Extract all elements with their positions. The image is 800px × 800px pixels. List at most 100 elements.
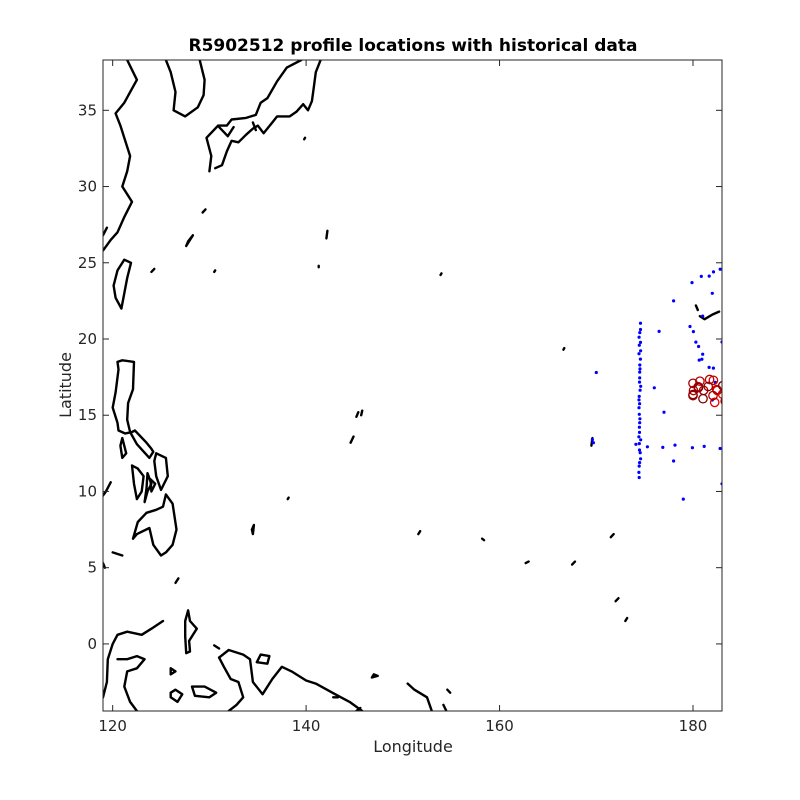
coastline [116,654,146,711]
y-tick-label: 25 [78,254,97,272]
historical-profile-point [591,441,596,445]
historical-profile-point [637,442,641,446]
historical-profile-point [638,388,642,392]
coastline [119,436,128,460]
y-tick-label: 15 [78,406,97,424]
historical-profile-point [718,267,722,271]
coastline [217,648,364,711]
coastline [286,496,290,501]
coastline [169,667,177,676]
historical-profile-point [638,451,642,455]
historical-profile-point [652,386,656,390]
coastline [213,644,221,650]
coastline [417,529,422,536]
historical-profile-point [694,340,698,344]
historical-profile-point [638,340,643,344]
historical-profile-point [661,445,665,449]
historical-profile-point [637,343,641,347]
coastline [446,688,452,694]
historical-profile-point [637,448,642,452]
historical-profile-point [662,410,666,414]
historical-profile-point [637,412,641,416]
historical-profile-point [657,329,661,333]
coastline [217,125,235,138]
coastline [439,272,443,277]
historical-profile-point [701,314,705,318]
historical-profile-point [699,274,703,278]
coastline [442,703,448,711]
coastline [103,481,112,498]
historical-profile-point [637,425,642,429]
historical-profile-point [711,366,716,370]
historical-profile-point [688,324,692,329]
historical-profile-point [638,461,642,465]
coastline [174,577,180,585]
float-profile-marker [693,382,704,393]
coastline [201,208,207,214]
x-tick-label: 140 [292,717,321,735]
coastline [360,409,364,417]
historical-profile-point [672,459,676,463]
coastline [250,523,256,536]
coastline [251,121,257,132]
y-tick-label: 30 [78,178,97,196]
historical-profile-point [637,430,642,434]
x-axis: 120 140 160 180 [98,60,707,735]
coastline [698,310,721,321]
historical-profile-point [637,470,641,474]
coastline [184,609,198,655]
float-profile-marker [695,376,705,387]
historical-profile-point [634,442,638,446]
coastline [150,267,156,274]
historical-data-layer [590,267,722,501]
historical-profile-point [637,394,641,398]
coastline [694,304,699,312]
historical-profile-point [638,363,642,367]
coastline [103,619,165,699]
y-axis-label: Latitude [56,352,75,418]
coastline [164,60,206,118]
y-tick-label: 35 [78,101,97,119]
x-tick-label: 160 [485,717,514,735]
historical-profile-point [639,384,643,388]
historical-profile-point [638,331,642,335]
historical-profile-point [590,438,595,442]
historical-profile-point [697,344,701,349]
historical-profile-point [638,376,642,380]
float-profile-marker [708,390,718,401]
float-profile-marker [688,389,698,400]
historical-profile-point [718,446,722,451]
coastline [213,269,217,274]
historical-profile-point [707,274,711,278]
historical-profile-point [681,497,685,501]
coastline [370,673,379,679]
coastline [624,616,629,623]
historical-profile-point [594,370,598,375]
historical-profile-point [673,443,677,447]
coastline [562,346,566,351]
coastline [609,532,615,539]
historical-profile-point [638,417,642,421]
float-profile-marker [708,375,719,386]
historical-profile-point [690,281,694,285]
historical-profile-point [672,299,676,303]
historical-profile-point [637,352,641,356]
coastline [112,258,133,310]
historical-profile-point [637,398,641,402]
float-profile-marker [709,397,720,408]
coastline [205,60,303,173]
historical-profile-point [638,321,643,325]
coastline [103,60,139,252]
coastline [185,234,195,248]
historical-profile-point [638,421,642,425]
historical-profile-point [710,291,714,295]
x-axis-label: Longitude [373,737,453,756]
coastline [355,411,360,418]
y-tick-label: 0 [87,635,97,653]
coastline [524,560,530,565]
historical-profile-point [639,438,643,442]
x-tick-label: 120 [98,717,127,735]
historical-profile-point [691,330,696,334]
y-tick-label: 20 [78,330,97,348]
